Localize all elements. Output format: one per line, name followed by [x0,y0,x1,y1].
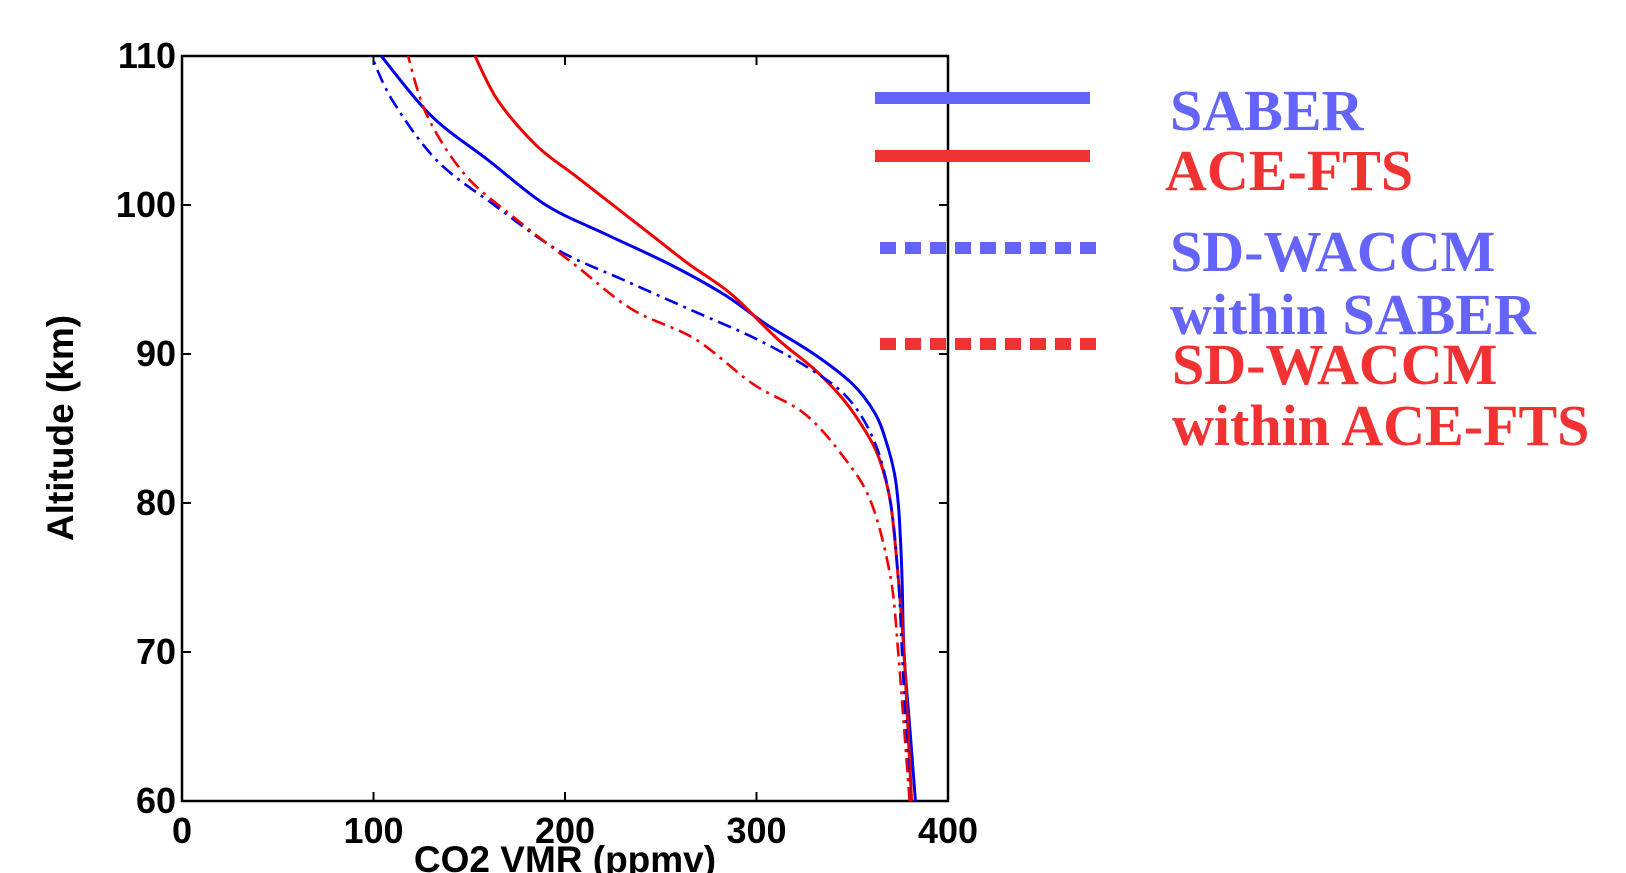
legend-label: within ACE-FTS [1172,393,1589,458]
x-tick-label: 200 [535,810,595,851]
x-tick-label: 100 [343,810,403,851]
legend-label: SD-WACCM [1170,219,1495,284]
legend-label: ACE-FTS [1165,138,1413,203]
x-tick-label: 400 [918,810,978,851]
series-line-saber [380,55,917,802]
y-tick-label: 110 [118,35,176,76]
series-layer [370,55,917,802]
tick-labels: 0 100 200 300 400 60 70 80 90 100 110 [116,35,978,851]
x-tick-label: 0 [172,810,192,851]
y-tick-label: 60 [136,780,176,821]
x-axis-label: CO2 VMR (ppmv) [414,839,716,873]
y-tick-label: 100 [116,184,176,225]
series-line-ace-fts [473,55,914,802]
y-tick-label: 70 [136,631,176,672]
y-axis-label: Altitude (km) [40,315,81,541]
y-tick-label: 90 [136,333,176,374]
series-line-sd-waccm-within-ace-fts [406,55,911,802]
x-tick-label: 300 [726,810,786,851]
plot-area [180,54,950,803]
legend-label: SD-WACCM [1172,332,1497,397]
legend-label: SABER [1170,78,1365,143]
y-tick-label: 80 [136,482,176,523]
legend-label: within SABER [1170,282,1537,347]
series-line-sd-waccm-within-saber [370,55,911,802]
